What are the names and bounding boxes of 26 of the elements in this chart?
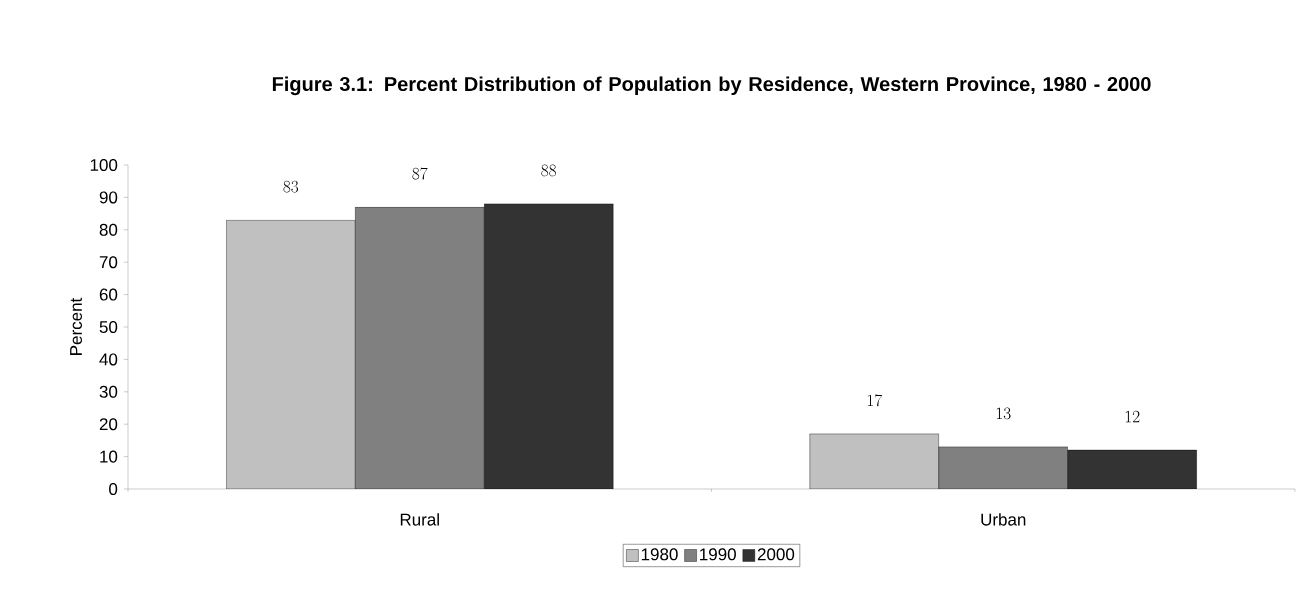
data-label: 88 <box>541 164 557 177</box>
y-tick-label: 60 <box>99 288 118 301</box>
x-tick-label: Urban <box>981 513 1026 526</box>
y-tick-label: 20 <box>99 418 118 431</box>
y-tick-label: 0 <box>109 482 118 496</box>
y-tick-label: 100 <box>90 158 118 172</box>
y-tick-label: 50 <box>99 320 118 334</box>
legend-label: 2000 <box>757 548 795 561</box>
data-label: 87 <box>412 167 428 180</box>
y-tick-label: 40 <box>99 353 118 366</box>
data-label: 17 <box>867 394 883 407</box>
data-label: 83 <box>283 180 299 193</box>
x-tick-label: Rural <box>400 513 439 526</box>
bar <box>1067 449 1197 489</box>
data-label: 12 <box>1125 410 1140 423</box>
y-tick-label: 10 <box>100 450 118 463</box>
y-axis-title: Percent <box>70 297 82 355</box>
y-tick-label: 90 <box>99 191 118 204</box>
legend-label: 1980 <box>641 548 678 561</box>
legend-label: 1990 <box>700 548 736 561</box>
y-tick-label: 80 <box>99 223 118 236</box>
bar <box>484 203 614 489</box>
y-tick-label: 30 <box>99 385 118 398</box>
chart-title: Figure 3.1: Percent Distribution of Population by Residence, Western Province, 1980 - 2000 <box>272 76 1151 96</box>
y-tick-label: 70 <box>99 256 118 269</box>
data-label: 13 <box>996 407 1011 420</box>
